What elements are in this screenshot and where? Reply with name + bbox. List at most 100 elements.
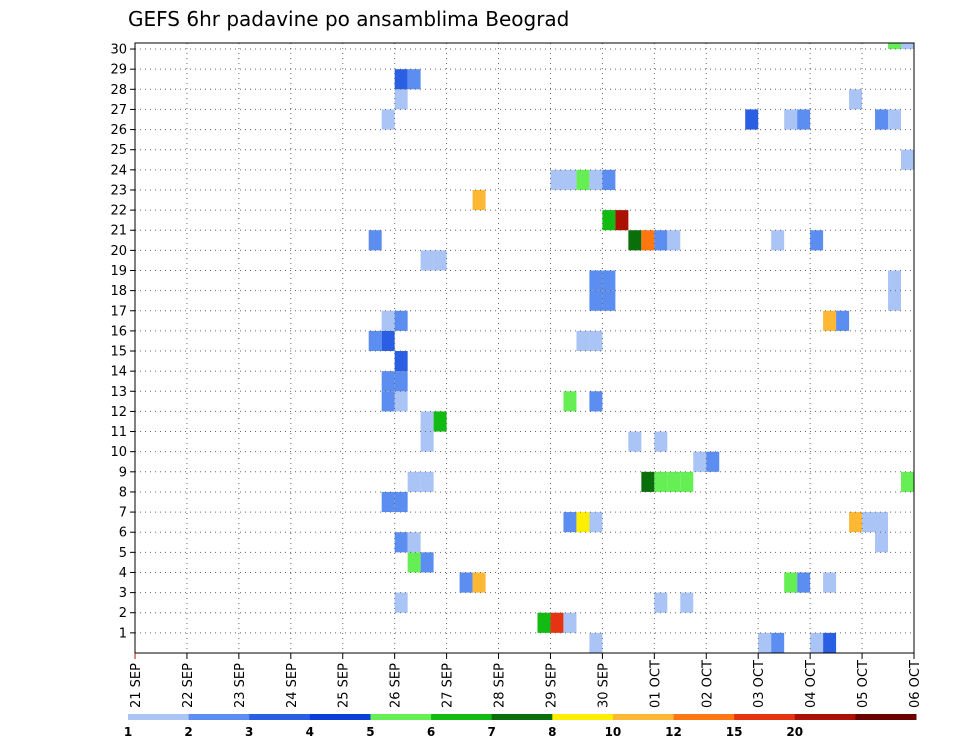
heatmap-cell — [654, 471, 668, 492]
heatmap-cell — [394, 351, 408, 372]
heatmap-cell — [368, 330, 382, 352]
x-tick-label: 23 SEP — [233, 663, 248, 708]
heatmap-cell — [394, 491, 408, 513]
heatmap-cell — [407, 552, 421, 573]
heatmap-cell — [797, 109, 811, 130]
y-tick-label: 22 — [110, 204, 127, 219]
heatmap-cell — [433, 411, 447, 432]
heatmap-cell — [550, 612, 564, 633]
x-tick-label: 05 OCT — [856, 660, 871, 708]
x-tick-label: 22 SEP — [181, 663, 196, 708]
heatmap-cell — [823, 632, 837, 653]
colorbar-swatch — [794, 714, 856, 720]
colorbar-swatch — [734, 714, 796, 720]
heatmap-cell — [394, 371, 408, 392]
heatmap-cell — [407, 471, 421, 492]
colorbar-label: 3 — [245, 725, 253, 739]
colorbar-swatch — [188, 714, 250, 720]
y-tick-label: 9 — [119, 465, 127, 480]
heatmap-cell — [888, 270, 902, 291]
y-tick-label: 12 — [110, 405, 127, 420]
heatmap-cell — [381, 371, 395, 392]
x-tick-label: 02 OCT — [700, 660, 715, 708]
y-tick-label: 30 — [110, 43, 127, 58]
colorbar-label: 4 — [306, 725, 314, 739]
colorbar-label: 1 — [124, 725, 132, 739]
heatmap-cell — [875, 532, 889, 553]
heatmap-cell — [745, 109, 759, 130]
heatmap-cell — [667, 471, 681, 492]
y-tick-label: 13 — [110, 385, 127, 400]
heatmap-cell — [888, 43, 902, 50]
heatmap-cell — [680, 592, 694, 613]
y-tick-label: 10 — [110, 445, 127, 460]
x-tick-label: 24 SEP — [285, 663, 300, 708]
heatmap-cell — [589, 632, 603, 653]
heatmap-cell — [810, 632, 824, 653]
heatmap-cell — [680, 471, 694, 492]
heatmap-cell — [602, 270, 616, 291]
heatmap-cell — [550, 169, 564, 190]
y-tick-label: 11 — [110, 425, 127, 440]
heatmap-cell — [849, 89, 863, 110]
y-tick-label: 4 — [119, 566, 127, 581]
heatmap-cell — [836, 310, 850, 331]
heatmap-cell — [537, 612, 551, 633]
colorbar: 1 2 3 4 5 6 7 8 10 12 15 20 — [124, 714, 917, 739]
heatmap-cell — [654, 592, 668, 613]
heatmap-cell — [641, 230, 655, 251]
x-tick-label: 01 OCT — [648, 660, 663, 708]
heatmap-cell — [901, 43, 914, 50]
y-tick-label: 28 — [110, 83, 127, 98]
x-tick-label: 30 SEP — [596, 663, 611, 708]
heatmap-cell — [823, 572, 837, 593]
y-tick-label: 15 — [110, 345, 127, 360]
heatmap-cell — [602, 290, 616, 311]
chart-title: GEFS 6hr padavine po ansamblima Beograd — [128, 7, 569, 31]
colorbar-swatch — [249, 714, 311, 720]
colorbar-swatch — [128, 714, 190, 720]
colorbar-swatch — [855, 714, 917, 720]
heatmap-cell — [875, 512, 889, 533]
x-tick-label: 26 SEP — [389, 663, 404, 708]
heatmap-cell — [381, 330, 395, 352]
heatmap-cell — [381, 109, 395, 130]
heatmap-cell — [602, 169, 616, 190]
heatmap-cell — [901, 471, 914, 492]
heatmap-cell — [628, 230, 642, 251]
heatmap-cell — [394, 391, 408, 412]
y-tick-label: 29 — [110, 63, 127, 78]
colorbar-label: 8 — [548, 725, 556, 739]
heatmap-cell — [589, 169, 603, 190]
heatmap-cell — [563, 512, 577, 533]
x-tick-label: 04 OCT — [804, 660, 819, 708]
y-tick-label: 8 — [119, 485, 127, 500]
heatmap-cell — [381, 491, 395, 513]
colorbar-label: 7 — [488, 725, 496, 739]
y-tick-label: 23 — [110, 183, 127, 198]
heatmap-cell — [420, 411, 434, 432]
heatmap-cell — [654, 230, 668, 251]
heatmap-cell — [628, 431, 642, 452]
heatmap-cell — [472, 189, 486, 211]
heatmap-cell — [758, 632, 772, 653]
x-tick-label: 03 OCT — [752, 660, 767, 708]
y-tick-label: 2 — [119, 606, 127, 621]
y-tick-label: 24 — [110, 163, 127, 178]
y-tick-label: 19 — [110, 264, 127, 279]
colorbar-label: 20 — [786, 725, 803, 739]
heatmap-cell — [888, 109, 902, 130]
heatmap-cell — [420, 250, 434, 271]
heatmap-cell — [420, 471, 434, 492]
heatmap-cell — [797, 572, 811, 593]
heatmap-cell — [641, 471, 655, 492]
heatmap-cell — [901, 149, 914, 170]
heatmap-cell — [407, 69, 421, 90]
y-tick-label: 17 — [110, 304, 127, 319]
colorbar-swatch — [673, 714, 735, 720]
x-tick-label: 29 SEP — [544, 663, 559, 708]
colorbar-label: 2 — [184, 725, 192, 739]
heatmap-cell — [576, 169, 590, 190]
heatmap-cell — [888, 290, 902, 311]
heatmap-cell — [420, 552, 434, 573]
